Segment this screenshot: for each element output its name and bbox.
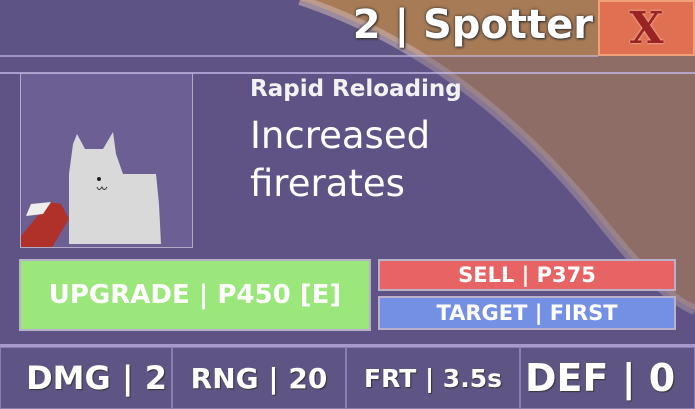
sell-button[interactable]: SELL | P375	[378, 259, 676, 291]
tower-title: 2 | Spotter	[352, 2, 593, 48]
upgrade-button[interactable]: UPGRADE | P450 [E]	[19, 259, 371, 331]
stat-firerate: FRT | 3.5s	[346, 347, 520, 409]
close-button[interactable]: X	[598, 0, 695, 56]
panel-top-border	[0, 72, 695, 74]
stat-damage: DMG | 2	[0, 347, 172, 409]
header-divider	[0, 55, 598, 57]
stats-bar: DMG | 2 RNG | 20 FRT | 3.5s DEF | 0	[0, 344, 695, 409]
upgrade-description: Increased firerates	[250, 114, 431, 205]
upgrade-name: Rapid Reloading	[250, 76, 462, 102]
stat-range: RNG | 20	[172, 347, 346, 409]
target-button[interactable]: TARGET | FIRST	[378, 296, 676, 330]
stat-defense: DEF | 0	[520, 347, 695, 409]
tower-portrait	[20, 73, 193, 248]
cat-tower-icon	[21, 132, 161, 247]
